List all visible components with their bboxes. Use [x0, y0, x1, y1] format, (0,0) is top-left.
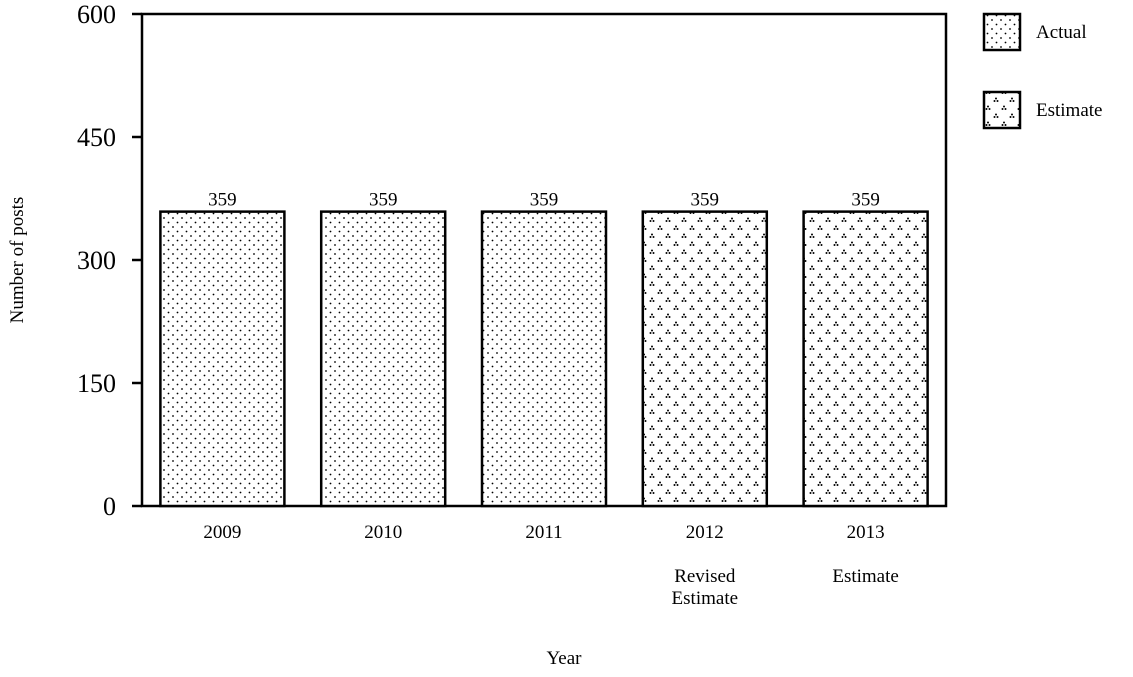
x-tick-label: 2011: [525, 522, 562, 543]
y-tick-label: 600: [77, 0, 116, 29]
bar-value-label: 359: [851, 190, 880, 211]
x-tick-label: 2013: [847, 522, 885, 543]
x-axis-title: Year: [546, 648, 582, 669]
x-sublabel: Revised: [674, 566, 736, 587]
x-tick-label: 2012: [686, 522, 724, 543]
bar-2013: [802, 210, 929, 508]
x-tick-label: 2009: [203, 522, 241, 543]
bar-2011: [480, 210, 608, 508]
y-tick-label: 0: [103, 492, 116, 521]
bar-value-label: 359: [691, 190, 720, 211]
y-tick-label: 450: [77, 123, 116, 152]
legend-swatch-estimate: [982, 90, 1022, 130]
x-sublabel: Estimate: [832, 566, 898, 587]
legend-label-actual: Actual: [1036, 22, 1087, 43]
bar-2010: [319, 210, 447, 508]
y-axis-title: Number of posts: [7, 197, 28, 324]
y-tick-label: 150: [77, 369, 116, 398]
bar-value-label: 359: [208, 190, 237, 211]
x-tick-label: 2010: [364, 522, 402, 543]
bar-value-label: 359: [369, 190, 398, 211]
bar-2012: [641, 210, 769, 508]
legend-swatch-actual: [982, 12, 1022, 52]
bar-2009: [159, 210, 286, 508]
y-tick-label: 300: [77, 246, 116, 275]
x-sublabel: Estimate: [672, 588, 738, 609]
legend-label-estimate: Estimate: [1036, 100, 1102, 121]
bar-value-label: 359: [530, 190, 559, 211]
